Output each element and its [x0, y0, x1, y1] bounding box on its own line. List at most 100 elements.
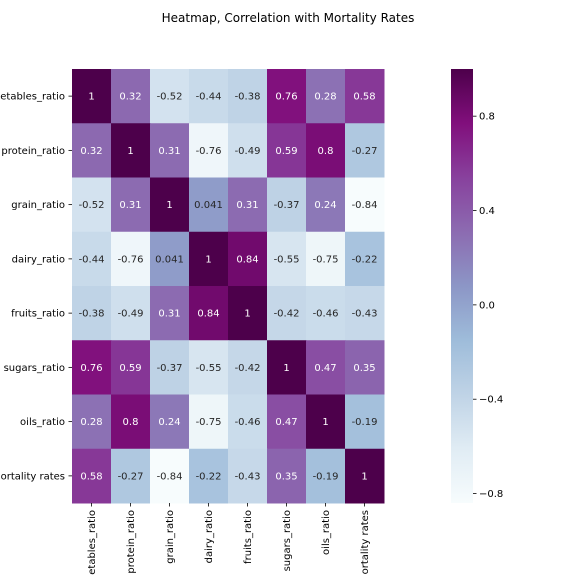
heatmap-cell: [345, 123, 385, 178]
cell-value-label: -0.19: [313, 471, 339, 482]
cell-value-label: -0.76: [196, 146, 222, 157]
heatmap-cell: [72, 69, 112, 124]
heatmap-cell: [111, 231, 151, 287]
heatmap-cell: [267, 123, 307, 178]
heatmap-cell: [228, 394, 268, 450]
cell-value-label: -0.46: [313, 309, 339, 320]
cell-value-label: -0.22: [352, 254, 378, 265]
heatmap-cell: [189, 69, 229, 124]
cell-value-label: -0.84: [352, 200, 378, 211]
cell-value-label: 0.32: [119, 92, 141, 103]
heatmap-cell: [267, 340, 307, 395]
heatmap-cell: [267, 448, 307, 504]
cell-value-label: 1: [205, 254, 211, 265]
cell-value-label: 1: [166, 200, 172, 211]
cell-value-label: -0.75: [196, 417, 222, 428]
colorbar-tick-label: 0.0: [479, 300, 495, 311]
cell-value-label: 0.24: [314, 200, 336, 211]
cell-value-label: -0.37: [274, 200, 300, 211]
cell-value-label: -0.55: [196, 363, 222, 374]
cell-value-label: 0.58: [353, 92, 375, 103]
col-tick-label: dairy_ratio: [204, 510, 215, 563]
cell-value-label: 0.47: [275, 417, 297, 428]
colorbar-ticks: −0.8 −0.4 0.0 0.4 0.8: [473, 112, 503, 500]
cell-value-label: 0.31: [119, 200, 141, 211]
cell-value-label: 0.59: [275, 146, 297, 157]
cell-value-label: 1: [322, 417, 328, 428]
cell-value-label: -0.27: [352, 146, 378, 157]
cell-value-label: -0.44: [79, 254, 105, 265]
heatmap-cell: [111, 394, 151, 450]
heatmap-cell: [228, 340, 268, 395]
cell-value-label: 0.31: [158, 146, 180, 157]
heatmap-cell: [228, 448, 268, 504]
row-tick-label: protein_ratio: [1, 146, 65, 157]
cell-value-label: 0.76: [275, 92, 297, 103]
heatmap-cell: [72, 340, 112, 395]
heatmap-cell: [150, 177, 190, 233]
row-tick-label: ortality rates: [1, 471, 65, 482]
cell-value-label: 0.35: [353, 363, 375, 374]
cell-value-label: 0.47: [314, 363, 336, 374]
cell-value-label: 0.31: [236, 200, 258, 211]
cell-value-label: 0.041: [155, 254, 184, 265]
heatmap-cell: [189, 231, 229, 287]
heatmap-cell: [72, 394, 112, 450]
heatmap-cell: [150, 123, 190, 178]
heatmap-cell: [306, 448, 346, 504]
cell-value-label: 0.35: [275, 471, 297, 482]
cell-value-label: 0.59: [119, 363, 141, 374]
cell-value-label: -0.84: [157, 471, 183, 482]
heatmap-cell: [111, 123, 151, 178]
heatmap-cell: [72, 448, 112, 504]
heatmap-cell: [111, 177, 151, 233]
heatmap-cell: [228, 231, 268, 287]
cell-value-label: 1: [88, 92, 94, 103]
cell-value-label: -0.27: [118, 471, 144, 482]
heatmap-cell: [345, 394, 385, 450]
cell-value-label: 0.8: [318, 146, 334, 157]
cell-value-label: 0.24: [158, 417, 180, 428]
heatmap-cell: [267, 394, 307, 450]
heatmap-cell: [150, 231, 190, 287]
heatmap-cell: [267, 286, 307, 341]
heatmap-cell: [189, 177, 229, 233]
cell-value-label: -0.22: [196, 471, 222, 482]
cell-value-label: -0.75: [313, 254, 339, 265]
cell-value-label: -0.43: [352, 309, 378, 320]
heatmap-cell: [306, 177, 346, 233]
cell-value-label: 0.28: [314, 92, 336, 103]
heatmap-cell: [306, 394, 346, 450]
cell-value-label: 0.8: [123, 417, 139, 428]
heatmap-cell: [345, 340, 385, 395]
cell-value-label: 0.84: [197, 309, 219, 320]
heatmap-cell: [267, 231, 307, 287]
cell-value-label: 0.84: [236, 254, 258, 265]
heatmap-cell: [306, 286, 346, 341]
heatmap-cell: [150, 286, 190, 341]
heatmap-cell: [345, 69, 385, 124]
heatmap-cell: [150, 394, 190, 450]
heatmap-cell: [345, 448, 385, 504]
heatmap-cell: [72, 177, 112, 233]
colorbar-tick-label: −0.8: [479, 489, 503, 500]
cell-value-label: -0.49: [118, 309, 144, 320]
col-tick-labels: etables_ratio protein_ratio grain_ratio dai…: [87, 503, 371, 575]
heatmap-cell: [111, 340, 151, 395]
cell-value-label: -0.55: [274, 254, 300, 265]
heatmap-cell: [189, 394, 229, 450]
heatmap-cell: [228, 69, 268, 124]
cell-value-label: -0.46: [235, 417, 261, 428]
cell-value-label: 1: [283, 363, 289, 374]
heatmap-cell: [267, 69, 307, 124]
cell-value-label: -0.52: [157, 92, 183, 103]
row-tick-labels: etables_ratio protein_ratio grain_ratiodai…: [0, 92, 72, 482]
cell-value-label: -0.42: [274, 309, 300, 320]
cell-value-label: 0.76: [80, 363, 102, 374]
colorbar-tick-label: 0.8: [479, 112, 495, 123]
heatmap-cell: [111, 448, 151, 504]
heatmap-cell: [111, 69, 151, 124]
heatmap-cell: [345, 286, 385, 341]
heatmap-cell: [267, 177, 307, 233]
